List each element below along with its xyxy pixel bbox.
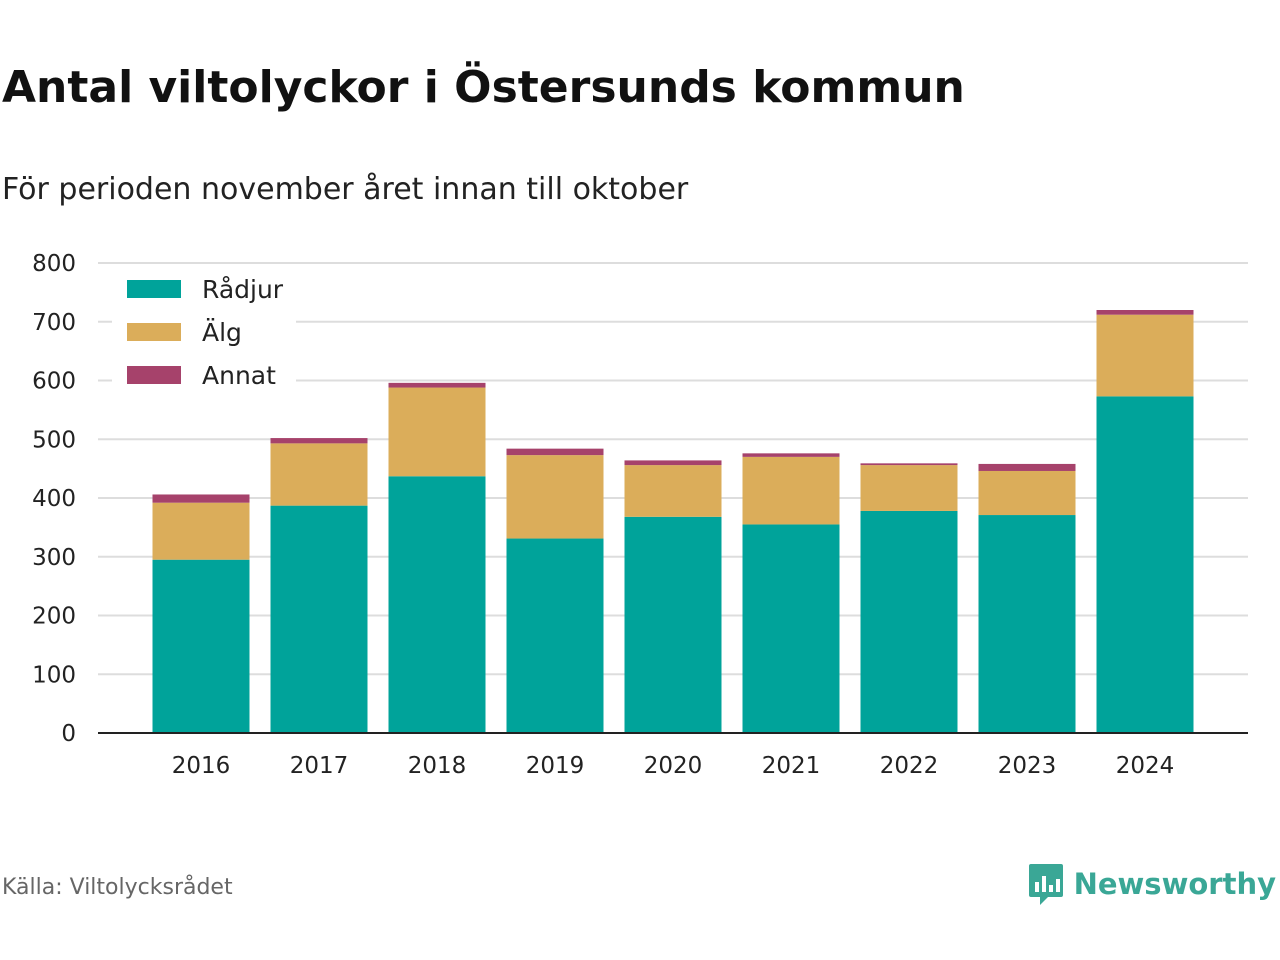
bar-annat-2021[interactable] [742,453,840,457]
bar-annat-2022[interactable] [860,463,958,466]
newsworthy-logo-icon [1028,864,1063,905]
bar-rådjur-2016[interactable] [152,559,250,733]
x-tick-label: 2016 [172,753,231,779]
bar-älg-2017[interactable] [270,443,368,506]
bar-älg-2022[interactable] [860,465,958,511]
bar-älg-2019[interactable] [506,455,604,539]
bar-älg-2018[interactable] [388,387,486,477]
bar-rådjur-2023[interactable] [978,515,1076,733]
bar-annat-2019[interactable] [506,448,604,456]
legend-label: Älg [202,318,242,347]
bar-annat-2023[interactable] [978,463,1076,471]
y-tick-label: 300 [32,545,76,571]
bar-annat-2017[interactable] [270,438,368,444]
brand-logo[interactable]: Newsworthy [1028,862,1276,906]
bar-annat-2018[interactable] [388,382,486,388]
brand-name: Newsworthy [1073,867,1276,901]
y-tick-label: 400 [32,486,76,512]
bar-annat-2016[interactable] [152,494,250,503]
bar-älg-2024[interactable] [1096,314,1194,397]
x-tick-label: 2018 [408,753,467,779]
bar-rådjur-2021[interactable] [742,524,840,733]
legend-swatch [127,366,181,384]
bar-annat-2024[interactable] [1096,310,1194,315]
y-axis-ticks: 0 100 200 300 400 500 600 700 800 [32,251,76,747]
bar-älg-2016[interactable] [152,502,250,560]
source-note: Källa: Viltolycksrådet [2,875,233,900]
bar-älg-2023[interactable] [978,470,1076,516]
chart-subtitle: För perioden november året innan till ok… [2,172,689,207]
y-tick-label: 700 [32,310,76,336]
y-tick-label: 200 [32,604,76,630]
legend-swatch [127,323,181,341]
bar-rådjur-2022[interactable] [860,510,958,733]
x-axis-ticks: 2016 2017 2018 2019 2020 2021 2022 2023 2024 [172,753,1175,779]
bar-rådjur-2019[interactable] [506,538,604,733]
bar-älg-2020[interactable] [624,465,722,517]
legend: Rådjur Älg Annat [112,268,296,394]
legend-label: Rådjur [202,275,284,304]
bar-älg-2021[interactable] [742,456,840,525]
x-tick-label: 2024 [1116,753,1175,779]
legend-swatch [127,280,181,298]
x-tick-label: 2023 [998,753,1057,779]
x-tick-label: 2021 [762,753,821,779]
y-tick-label: 0 [61,721,76,747]
bar-annat-2020[interactable] [624,460,722,466]
bars [152,310,1194,733]
x-tick-label: 2022 [880,753,939,779]
chart-title: Antal viltolyckor i Östersunds kommun [2,62,965,113]
bar-rådjur-2024[interactable] [1096,396,1194,733]
bar-rådjur-2020[interactable] [624,516,722,733]
y-tick-label: 500 [32,427,76,453]
x-tick-label: 2017 [290,753,349,779]
y-tick-label: 800 [32,251,76,277]
legend-label: Annat [202,361,276,390]
y-tick-label: 600 [32,369,76,395]
x-tick-label: 2020 [644,753,703,779]
y-tick-label: 100 [32,662,76,688]
bar-rådjur-2018[interactable] [388,476,486,733]
x-tick-label: 2019 [526,753,585,779]
bar-rådjur-2017[interactable] [270,505,368,733]
